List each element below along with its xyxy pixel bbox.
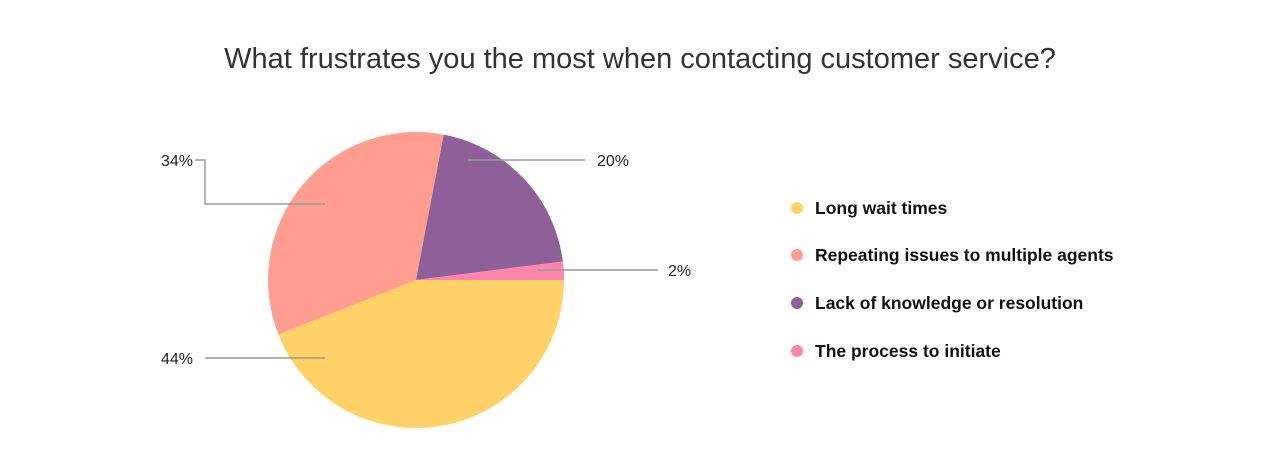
leader-lines (195, 159, 658, 359)
pie-slices (267, 132, 564, 429)
legend-label: Long wait times (815, 198, 948, 218)
legend-label: The process to initiate (815, 341, 1001, 361)
legend-label: Repeating issues to multiple agents (815, 245, 1114, 265)
legend-label: Lack of knowledge or resolution (815, 293, 1083, 313)
data-label-34: 34% (161, 153, 193, 170)
chart-title: What frustrates you the most when contac… (224, 43, 1056, 75)
data-label-2: 2% (668, 263, 691, 280)
data-label-44: 44% (161, 351, 193, 368)
legend-dot (791, 297, 803, 309)
leader-line-34 (195, 159, 325, 205)
legend: Long wait times Repeating issues to mult… (791, 198, 1114, 361)
legend-dot (791, 345, 803, 357)
pie-slice-the-process-to-initiate (416, 261, 564, 280)
pie-slice-repeating-issues-to-multiple-agents (267, 132, 444, 335)
data-label-20: 20% (597, 153, 629, 170)
pie-slice-long-wait-times (278, 280, 564, 429)
pie-slice-lack-of-knowledge-or-resolution (416, 134, 563, 280)
legend-dot (791, 249, 803, 261)
legend-dot (791, 202, 803, 214)
